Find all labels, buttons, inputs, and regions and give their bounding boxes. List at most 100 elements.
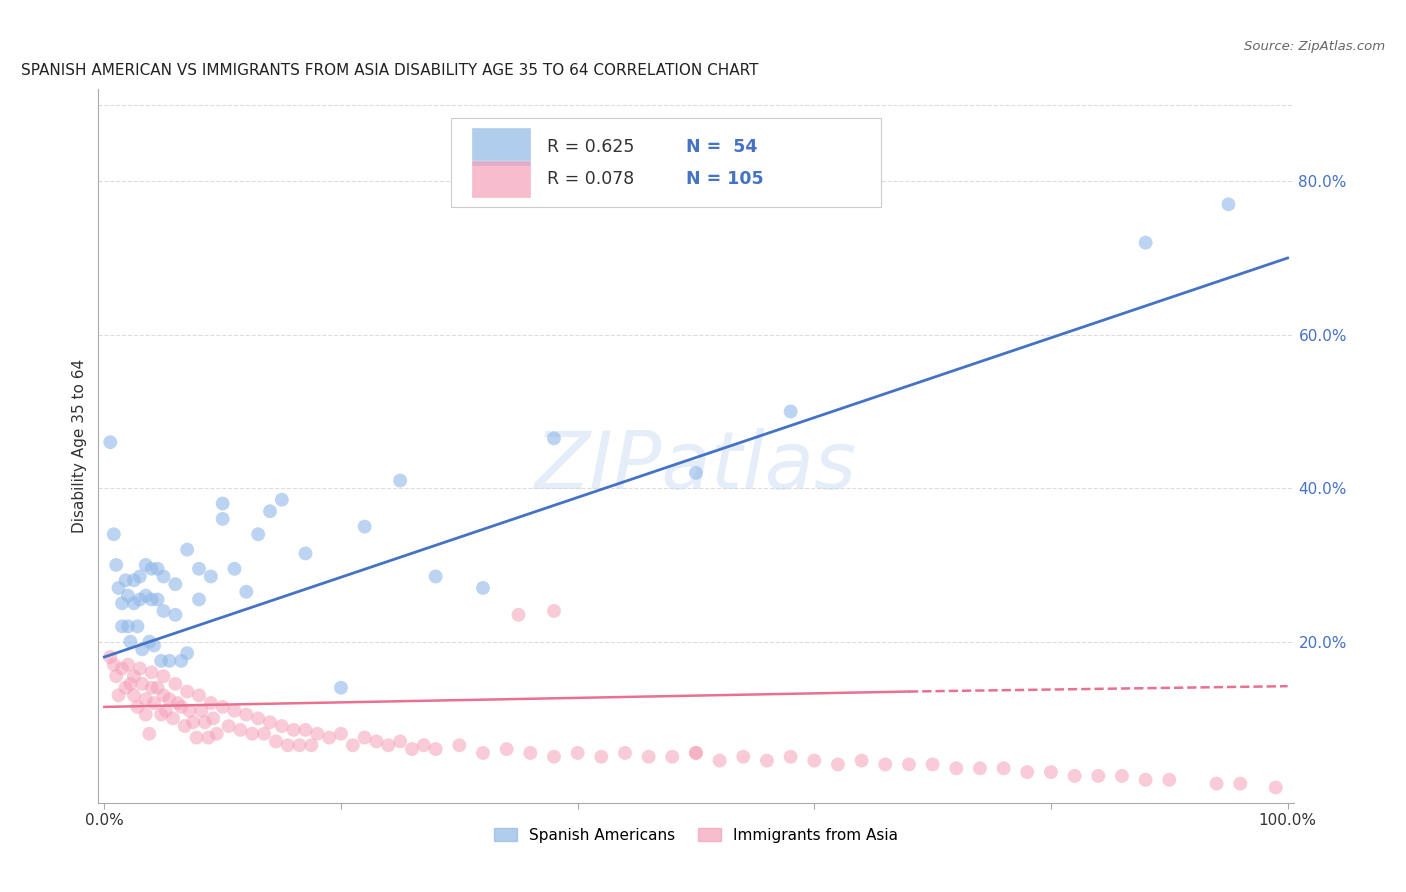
Point <box>194 715 217 730</box>
Point <box>875 757 897 772</box>
Point <box>117 657 139 672</box>
Point <box>152 689 174 703</box>
Point <box>412 738 434 752</box>
Point <box>224 704 246 718</box>
Point <box>472 581 495 595</box>
Point <box>1087 769 1109 783</box>
Point <box>270 492 292 507</box>
Point <box>294 723 316 737</box>
Point <box>425 742 447 756</box>
Point <box>141 665 163 680</box>
Point <box>247 711 270 725</box>
Point <box>173 719 195 733</box>
Point <box>277 738 299 752</box>
Point <box>117 619 139 633</box>
Point <box>197 731 219 745</box>
Point <box>425 569 447 583</box>
Point <box>200 569 222 583</box>
Point <box>176 542 198 557</box>
Point <box>779 404 801 418</box>
Point <box>188 689 211 703</box>
Point <box>105 669 128 683</box>
Point <box>685 746 707 760</box>
Point <box>141 562 163 576</box>
Point <box>200 696 222 710</box>
Point <box>165 677 187 691</box>
Point <box>218 719 240 733</box>
Point <box>122 669 145 683</box>
Point <box>779 749 801 764</box>
Point <box>614 746 637 760</box>
Point <box>543 749 565 764</box>
Point <box>103 657 125 672</box>
Text: N =  54: N = 54 <box>686 138 758 156</box>
Point <box>120 634 142 648</box>
Point <box>152 669 174 683</box>
Point <box>143 696 166 710</box>
Point <box>135 692 157 706</box>
Point <box>157 692 180 706</box>
Point <box>449 738 471 752</box>
Point <box>117 589 139 603</box>
Point <box>389 474 412 488</box>
Point <box>377 738 399 752</box>
Point <box>176 646 198 660</box>
Point <box>294 546 316 560</box>
Point <box>543 604 565 618</box>
Point <box>733 749 755 764</box>
Text: R = 0.625: R = 0.625 <box>547 138 634 156</box>
Point <box>188 562 211 576</box>
Point <box>135 558 157 572</box>
Point <box>138 634 160 648</box>
Point <box>141 681 163 695</box>
Point <box>170 654 193 668</box>
Point <box>146 592 169 607</box>
Point <box>709 754 731 768</box>
Point <box>122 689 145 703</box>
Point <box>181 715 204 730</box>
Point <box>259 504 281 518</box>
Point <box>111 661 134 675</box>
Point <box>330 681 353 695</box>
Point <box>591 749 613 764</box>
Point <box>211 497 233 511</box>
Point <box>755 754 778 768</box>
Point <box>353 731 375 745</box>
Point <box>114 574 136 588</box>
Text: Source: ZipAtlas.com: Source: ZipAtlas.com <box>1244 40 1385 54</box>
FancyBboxPatch shape <box>451 118 882 207</box>
Point <box>1218 197 1240 211</box>
FancyBboxPatch shape <box>472 128 531 166</box>
Point <box>127 699 149 714</box>
Point <box>897 757 920 772</box>
Point <box>128 661 150 675</box>
Point <box>176 684 198 698</box>
Point <box>165 577 187 591</box>
Point <box>128 592 150 607</box>
Text: N = 105: N = 105 <box>686 170 763 188</box>
Point <box>264 734 287 748</box>
Point <box>141 592 163 607</box>
Point <box>827 757 849 772</box>
Point <box>1135 235 1157 250</box>
Point <box>120 677 142 691</box>
Point <box>851 754 873 768</box>
Point <box>235 707 257 722</box>
Point <box>202 711 225 725</box>
Point <box>945 761 967 775</box>
Point <box>1159 772 1181 787</box>
Point <box>146 681 169 695</box>
Point <box>105 558 128 572</box>
Point <box>543 431 565 445</box>
Point <box>235 584 257 599</box>
Point <box>128 569 150 583</box>
Point <box>288 738 311 752</box>
Point <box>330 727 353 741</box>
Point <box>157 654 180 668</box>
Text: R = 0.078: R = 0.078 <box>547 170 634 188</box>
Point <box>389 734 412 748</box>
Point <box>1111 769 1133 783</box>
Point <box>205 727 228 741</box>
Point <box>186 731 208 745</box>
Point <box>190 704 212 718</box>
